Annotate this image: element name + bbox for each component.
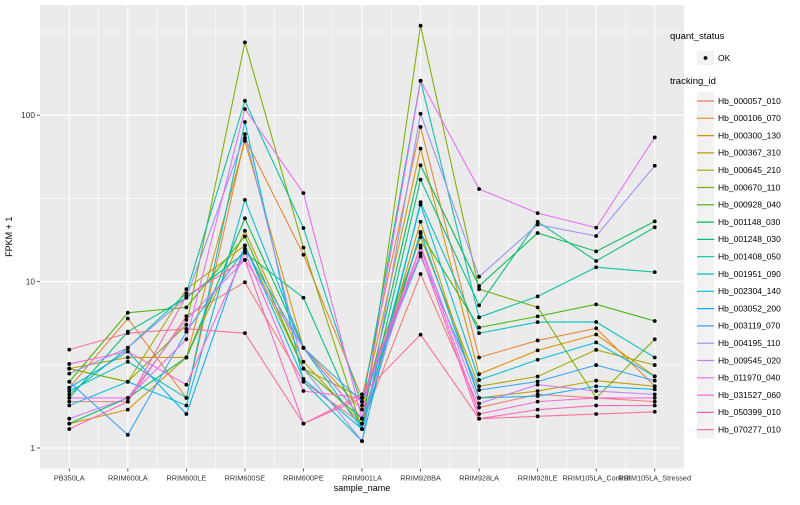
svg-text:Hb_001148_030: Hb_001148_030	[718, 217, 781, 227]
svg-text:Hb_003119_070: Hb_003119_070	[718, 321, 781, 331]
svg-text:Hb_001951_090: Hb_001951_090	[718, 269, 781, 279]
svg-text:Hb_000645_210: Hb_000645_210	[718, 165, 781, 175]
svg-text:10: 10	[26, 277, 36, 287]
svg-text:Hb_011970_040: Hb_011970_040	[718, 373, 781, 383]
svg-text:OK: OK	[718, 53, 731, 63]
svg-text:1: 1	[30, 443, 35, 453]
svg-text:RRIM600SE: RRIM600SE	[225, 474, 266, 483]
svg-text:Hb_050399_010: Hb_050399_010	[718, 407, 781, 417]
svg-text:quant_status: quant_status	[670, 31, 725, 42]
svg-text:RRIM600LE: RRIM600LE	[166, 474, 206, 483]
svg-text:Hb_000928_040: Hb_000928_040	[718, 200, 781, 210]
svg-text:RRIM600LA: RRIM600LA	[108, 474, 148, 483]
svg-text:Hb_003052_200: Hb_003052_200	[718, 303, 781, 313]
svg-text:RRIM105LA_Stressed: RRIM105LA_Stressed	[618, 474, 691, 483]
svg-text:Hb_000367_310: Hb_000367_310	[718, 148, 781, 158]
svg-text:Hb_000300_130: Hb_000300_130	[718, 130, 781, 140]
svg-text:RRIM928BA: RRIM928BA	[400, 474, 441, 483]
svg-text:RRIM901LA: RRIM901LA	[342, 474, 382, 483]
svg-text:100: 100	[21, 110, 35, 120]
svg-text:Hb_001408_050: Hb_001408_050	[718, 252, 781, 262]
svg-text:Hb_000106_070: Hb_000106_070	[718, 113, 781, 123]
svg-text:RRIM928LA: RRIM928LA	[459, 474, 499, 483]
svg-text:FPKM + 1: FPKM + 1	[4, 217, 14, 257]
svg-text:Hb_000670_110: Hb_000670_110	[718, 182, 781, 192]
svg-text:Hb_002304_140: Hb_002304_140	[718, 286, 781, 296]
svg-text:Hb_000057_010: Hb_000057_010	[718, 96, 781, 106]
svg-text:RRIM928LE: RRIM928LE	[518, 474, 558, 483]
svg-text:tracking_id: tracking_id	[670, 76, 716, 87]
svg-text:Hb_031527_060: Hb_031527_060	[718, 390, 781, 400]
svg-text:RRIM600PE: RRIM600PE	[283, 474, 324, 483]
svg-text:Hb_009545_020: Hb_009545_020	[718, 355, 781, 365]
svg-text:Hb_070277_010: Hb_070277_010	[718, 425, 781, 435]
svg-text:Hb_001248_030: Hb_001248_030	[718, 234, 781, 244]
svg-text:PB350LA: PB350LA	[54, 474, 85, 483]
svg-text:sample_name: sample_name	[334, 483, 391, 493]
svg-text:Hb_004195_110: Hb_004195_110	[718, 338, 781, 348]
